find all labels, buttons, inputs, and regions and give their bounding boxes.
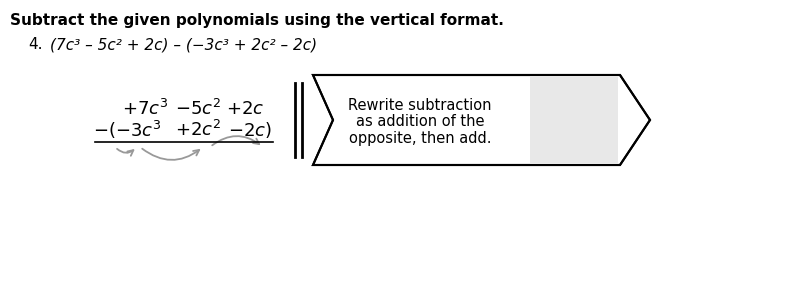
Text: $-5c^2$: $-5c^2$ [175,99,221,119]
Text: 4.: 4. [28,37,42,52]
Text: $+2c^2$: $+2c^2$ [175,120,221,140]
Text: $+7c^3$: $+7c^3$ [122,99,168,119]
FancyArrowPatch shape [117,149,134,156]
FancyArrowPatch shape [212,136,259,145]
Text: Rewrite subtraction: Rewrite subtraction [348,97,492,113]
FancyArrowPatch shape [142,149,199,160]
Text: $-2c)$: $-2c)$ [228,120,272,140]
Text: $+2c$: $+2c$ [226,100,264,118]
Text: $-(-3c^3$: $-(-3c^3$ [93,119,161,141]
Text: Subtract the given polynomials using the vertical format.: Subtract the given polynomials using the… [10,13,504,28]
Bar [530,77,618,163]
Text: (7c³ – 5c² + 2c) – (−3c³ + 2c² – 2c): (7c³ – 5c² + 2c) – (−3c³ + 2c² – 2c) [50,37,317,52]
Polygon shape [313,75,650,165]
Text: opposite, then add.: opposite, then add. [349,131,491,146]
Text: as addition of the: as addition of the [356,115,484,129]
